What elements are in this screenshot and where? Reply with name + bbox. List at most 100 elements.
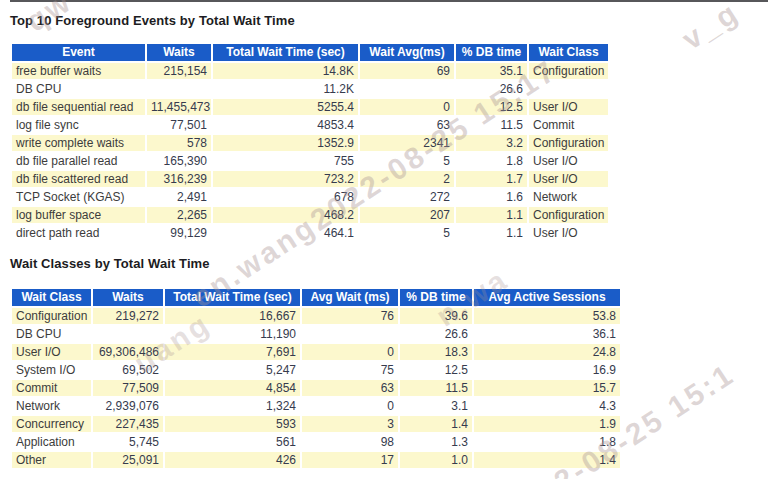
table-cell: User I/O	[529, 99, 608, 115]
table-cell: 5	[360, 153, 454, 169]
table-cell: 53.8	[474, 308, 620, 324]
table-cell: 3.1	[400, 398, 472, 414]
table-cell: 5255.4	[213, 99, 358, 115]
table-cell	[302, 326, 398, 342]
table-cell: User I/O	[529, 225, 608, 241]
table-cell: 5,745	[93, 434, 163, 450]
header-row: Wait ClassWaitsTotal Wait Time (sec)Avg …	[12, 289, 620, 306]
table-cell: Other	[12, 452, 91, 468]
table-body: Configuration219,27216,6677639.653.8DB C…	[12, 308, 620, 468]
column-header: Wait Avg(ms)	[360, 44, 454, 61]
header-row: EventWaitsTotal Wait Time (sec)Wait Avg(…	[12, 44, 608, 61]
table-cell: Configuration	[12, 308, 91, 324]
table-cell: 69,502	[93, 362, 163, 378]
column-header: Event	[12, 44, 145, 61]
table-row: db file scattered read316,239723.221.7Us…	[12, 171, 608, 187]
table-cell: Network	[12, 398, 91, 414]
table-cell: 1352.9	[213, 135, 358, 151]
table-cell: 11.5	[456, 117, 527, 133]
section-title-top10-foreground-events: Top 10 Foreground Events by Total Wait T…	[10, 13, 295, 28]
column-header: Wait Class	[529, 44, 608, 61]
table-cell: 98	[302, 434, 398, 450]
table-cell: 0	[302, 398, 398, 414]
wait-classes-table: Wait ClassWaitsTotal Wait Time (sec)Avg …	[10, 287, 622, 470]
awr-report-page: { "sections": [ { "title": "Top 10 Foreg…	[0, 0, 768, 479]
table-cell: 1.3	[400, 434, 472, 450]
table-cell: 723.2	[213, 171, 358, 187]
table-cell: 2,939,076	[93, 398, 163, 414]
table-cell: Concurrency	[12, 416, 91, 432]
table-cell: 1.4	[474, 452, 620, 468]
table-cell: 16,667	[165, 308, 300, 324]
table-row: DB CPU11,19026.636.1	[12, 326, 620, 342]
table-cell: 24.8	[474, 344, 620, 360]
column-header: Total Wait Time (sec)	[213, 44, 358, 61]
table-row: Commit77,5094,8546311.515.7	[12, 380, 620, 396]
table-cell: 17	[302, 452, 398, 468]
table-row: write complete waits5781352.923413.2Conf…	[12, 135, 608, 151]
table-cell: 426	[165, 452, 300, 468]
table-cell: 1.6	[456, 189, 527, 205]
table-cell: 12.5	[400, 362, 472, 378]
table-cell: Application	[12, 434, 91, 450]
watermark-fragment: v_g	[676, 0, 745, 57]
table-cell	[147, 81, 211, 97]
table-cell: 2,491	[147, 189, 211, 205]
section-title-wait-classes: Wait Classes by Total Wait Time	[10, 256, 210, 271]
table-cell: 227,435	[93, 416, 163, 432]
table-cell: 5	[360, 225, 454, 241]
table-cell: 272	[360, 189, 454, 205]
table-cell: 11,190	[165, 326, 300, 342]
table-cell: 99,129	[147, 225, 211, 241]
table-cell: 16.9	[474, 362, 620, 378]
table-cell: 11.5	[400, 380, 472, 396]
table-header: Wait ClassWaitsTotal Wait Time (sec)Avg …	[12, 289, 620, 306]
table-cell: 215,154	[147, 63, 211, 79]
table-cell: 3.2	[456, 135, 527, 151]
table-cell: Configuration	[529, 135, 608, 151]
table-cell: 316,239	[147, 171, 211, 187]
table-cell: 207	[360, 207, 454, 223]
table-cell: System I/O	[12, 362, 91, 378]
table-body: free buffer waits215,15414.8K6935.1Confi…	[12, 63, 608, 241]
table-cell: 1.1	[456, 225, 527, 241]
table-cell: 25,091	[93, 452, 163, 468]
table-cell: 36.1	[474, 326, 620, 342]
table-cell: 1.4	[400, 416, 472, 432]
column-header: % DB time	[456, 44, 527, 61]
table-cell: 2	[360, 171, 454, 187]
table-cell: 0	[302, 344, 398, 360]
table-cell: DB CPU	[12, 326, 91, 342]
table-cell: 1.1	[456, 207, 527, 223]
table-cell: 75	[302, 362, 398, 378]
table-cell: 464.1	[213, 225, 358, 241]
table-row: log file sync77,5014853.46311.5Commit	[12, 117, 608, 133]
table-row: TCP Socket (KGAS)2,4916782721.6Network	[12, 189, 608, 205]
window-top-edge	[10, 0, 768, 2]
table-cell: 5,247	[165, 362, 300, 378]
table-row: log buffer space2,265468.22071.1Configur…	[12, 207, 608, 223]
table-cell: log file sync	[12, 117, 145, 133]
table-cell: 12.5	[456, 99, 527, 115]
column-header: Waits	[147, 44, 211, 61]
table-cell: 678	[213, 189, 358, 205]
table-cell: 35.1	[456, 63, 527, 79]
table-cell: 1.7	[456, 171, 527, 187]
table-row: db file parallel read165,39075551.8User …	[12, 153, 608, 169]
table-cell: Configuration	[529, 207, 608, 223]
table-cell: 755	[213, 153, 358, 169]
table-cell: 77,509	[93, 380, 163, 396]
table-cell: direct path read	[12, 225, 145, 241]
table-cell: write complete waits	[12, 135, 145, 151]
column-header: Waits	[93, 289, 163, 306]
table-cell: 2,265	[147, 207, 211, 223]
table-cell: 219,272	[93, 308, 163, 324]
table-row: Other25,091426171.01.4	[12, 452, 620, 468]
table-cell: 165,390	[147, 153, 211, 169]
table-row: direct path read99,129464.151.1User I/O	[12, 225, 608, 241]
table-cell: 15.7	[474, 380, 620, 396]
table-cell	[360, 81, 454, 97]
table-cell: 69	[360, 63, 454, 79]
table-cell: 3	[302, 416, 398, 432]
table-cell: 11,455,473	[147, 99, 211, 115]
